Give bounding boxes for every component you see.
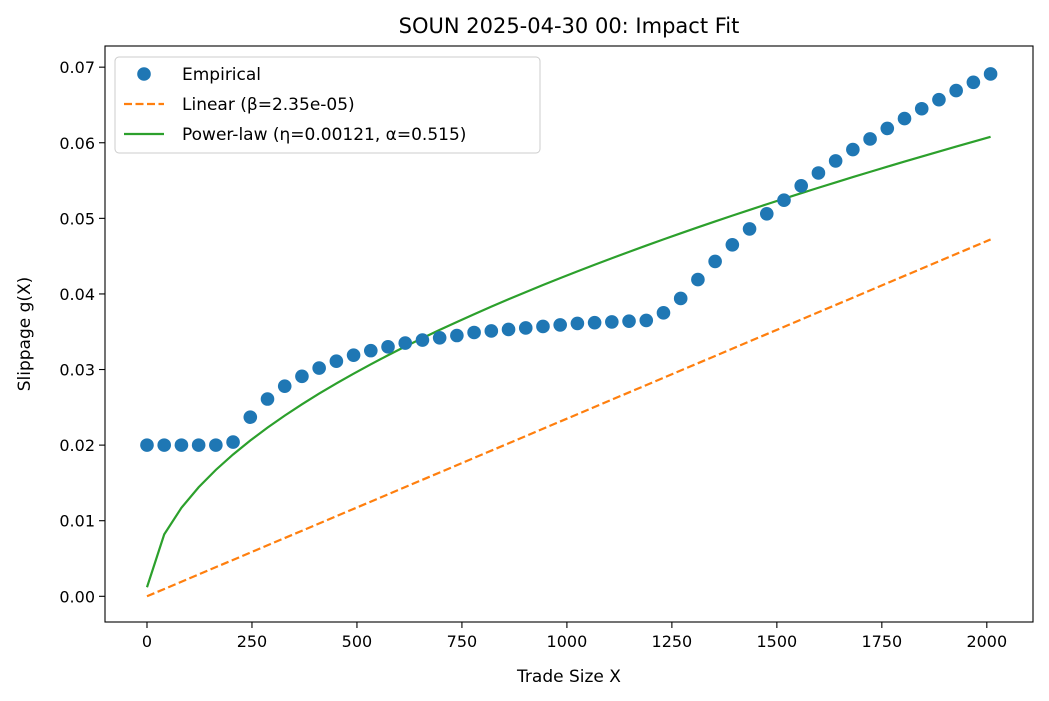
empirical-point: [346, 348, 361, 362]
empirical-point: [846, 142, 860, 157]
empirical-point: [226, 435, 240, 449]
y-tick-label: 0.02: [59, 436, 95, 455]
x-tick-label: 750: [447, 632, 478, 651]
empirical-point: [415, 333, 430, 347]
empirical-point: [673, 291, 688, 306]
empirical-point: [518, 321, 533, 335]
empirical-point: [983, 67, 998, 81]
empirical-point: [966, 75, 981, 90]
empirical-point: [364, 343, 378, 358]
legend-label: Empirical: [182, 65, 261, 85]
empirical-point: [381, 340, 395, 354]
y-tick-label: 0.06: [59, 134, 95, 153]
empirical-point: [277, 379, 292, 393]
empirical-point: [863, 132, 877, 146]
empirical-point: [897, 111, 912, 126]
y-tick-label: 0.04: [59, 285, 95, 304]
empirical-point: [260, 392, 275, 406]
empirical-point: [587, 315, 602, 330]
linear-fit-line: [146, 238, 992, 598]
empirical-point: [605, 315, 619, 329]
x-tick-label: 2000: [966, 632, 1007, 651]
empirical-point: [209, 438, 223, 452]
chart-title: SOUN 2025-04-30 00: Impact Fit: [399, 14, 740, 38]
empirical-point: [157, 438, 172, 452]
empirical-point: [949, 83, 963, 98]
x-tick-label: 250: [237, 632, 268, 651]
y-tick-label: 0.05: [59, 209, 95, 228]
legend-label: Power-law (η=0.00121, α=0.515): [182, 125, 466, 145]
empirical-point: [691, 272, 705, 287]
empirical-point: [777, 193, 791, 208]
empirical-point: [622, 314, 636, 328]
x-tick-label: 500: [342, 632, 373, 651]
empirical-point: [639, 313, 654, 328]
empirical-point: [570, 316, 585, 331]
x-tick-label: 1750: [861, 632, 902, 651]
x-axis-ticks: 0 250 500 750 1000 1250 1500 1750 2000: [142, 622, 1007, 651]
empirical-point: [536, 319, 550, 334]
empirical-point: [450, 328, 464, 343]
empirical-point: [243, 410, 258, 424]
empirical-point: [398, 336, 413, 350]
x-tick-label: 1000: [547, 632, 588, 651]
power-law-fit-line: [145, 135, 991, 588]
y-tick-label: 0.07: [59, 58, 95, 77]
empirical-point: [467, 325, 481, 340]
empirical-point: [432, 330, 447, 345]
empirical-point: [312, 361, 326, 375]
x-tick-label: 1500: [756, 632, 797, 651]
empirical-point: [295, 369, 309, 384]
plot-frame: [104, 45, 1034, 623]
empirical-point: [725, 238, 740, 252]
y-axis-label: Slippage g(X): [15, 277, 35, 392]
empirical-point: [191, 438, 206, 452]
empirical-point: [759, 207, 774, 221]
y-tick-label: 0.00: [59, 587, 95, 606]
legend-label: Linear (β=2.35e-05): [182, 95, 355, 115]
empirical-point: [484, 324, 499, 338]
legend: Empirical Linear (β=2.35e-05) Power-law (η…: [114, 56, 541, 154]
empirical-point: [708, 254, 722, 269]
legend-box: [114, 56, 541, 154]
empirical-point: [656, 306, 671, 320]
x-tick-label: 1250: [652, 632, 693, 651]
y-tick-label: 0.03: [59, 361, 95, 380]
y-tick-label: 0.01: [59, 512, 95, 531]
empirical-point: [329, 354, 344, 369]
empirical-point: [794, 179, 809, 193]
empirical-point: [914, 101, 929, 116]
empirical-point: [140, 438, 154, 452]
y-axis-ticks: 0.00 0.01 0.02 0.03 0.04 0.05 0.06 0.07: [59, 58, 105, 606]
empirical-point: [828, 154, 843, 168]
empirical-point: [932, 92, 946, 107]
empirical-point: [811, 166, 826, 180]
empirical-point: [742, 222, 757, 236]
legend-empirical-marker: [137, 67, 151, 81]
empirical-point: [174, 438, 189, 452]
x-tick-label: 0: [142, 632, 152, 651]
empirical-point: [501, 322, 516, 337]
empirical-point: [553, 318, 567, 332]
empirical-point: [880, 121, 895, 136]
x-axis-label: Trade Size X: [516, 667, 621, 687]
